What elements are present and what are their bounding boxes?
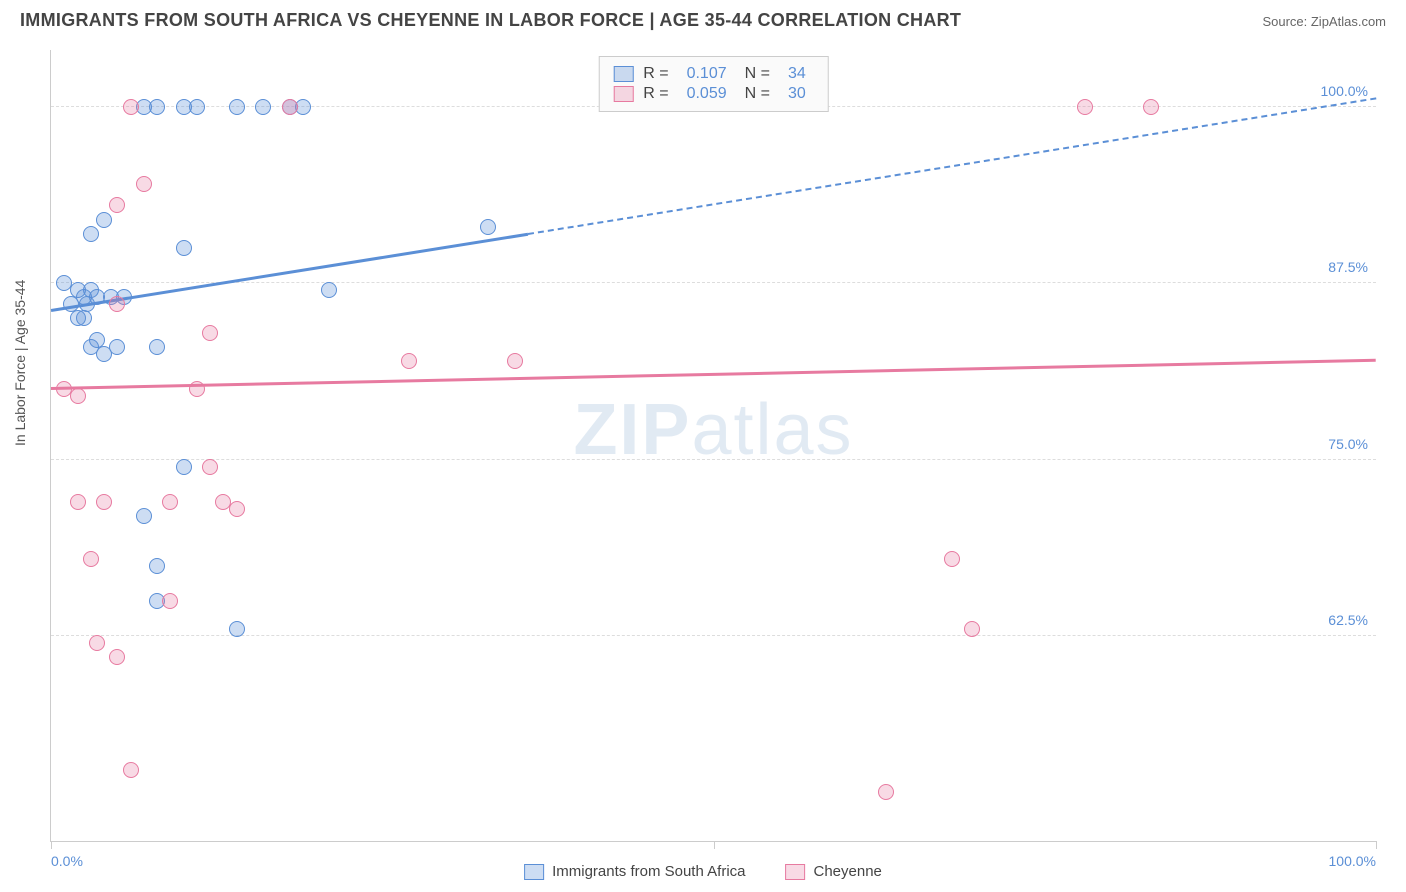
legend-n-value: 34 bbox=[788, 65, 806, 83]
scatter-point-pink bbox=[109, 296, 125, 312]
scatter-point-pink bbox=[123, 762, 139, 778]
scatter-point-blue bbox=[321, 282, 337, 298]
scatter-point-pink bbox=[162, 494, 178, 510]
scatter-point-pink bbox=[136, 176, 152, 192]
scatter-point-pink bbox=[109, 197, 125, 213]
scatter-point-blue bbox=[76, 310, 92, 326]
scatter-point-pink bbox=[162, 593, 178, 609]
scatter-point-pink bbox=[70, 494, 86, 510]
scatter-point-pink bbox=[123, 99, 139, 115]
chart-plot-area: ZIPatlas 62.5%75.0%87.5%100.0%0.0%100.0%… bbox=[50, 50, 1376, 842]
scatter-point-pink bbox=[964, 621, 980, 637]
legend-r-label: R = bbox=[643, 85, 668, 103]
scatter-point-blue bbox=[229, 99, 245, 115]
scatter-point-blue bbox=[109, 339, 125, 355]
legend-item: Immigrants from South Africa bbox=[524, 863, 745, 880]
scatter-point-pink bbox=[202, 459, 218, 475]
scatter-point-blue bbox=[189, 99, 205, 115]
trend-line bbox=[51, 358, 1376, 389]
legend-r-value: 0.107 bbox=[687, 65, 727, 83]
y-tick-label: 87.5% bbox=[1328, 259, 1368, 275]
y-tick-label: 100.0% bbox=[1321, 83, 1368, 99]
chart-title: IMMIGRANTS FROM SOUTH AFRICA VS CHEYENNE… bbox=[20, 10, 961, 31]
scatter-point-pink bbox=[1077, 99, 1093, 115]
legend-item-label: Immigrants from South Africa bbox=[552, 863, 745, 880]
trend-line bbox=[528, 97, 1376, 235]
scatter-point-pink bbox=[202, 325, 218, 341]
scatter-point-blue bbox=[176, 459, 192, 475]
gridline bbox=[51, 282, 1376, 283]
legend-swatch-icon bbox=[613, 86, 633, 102]
legend-row: R = 0.059 N = 30 bbox=[613, 85, 814, 103]
scatter-point-blue bbox=[149, 339, 165, 355]
scatter-point-blue bbox=[83, 226, 99, 242]
gridline bbox=[51, 635, 1376, 636]
scatter-point-blue bbox=[96, 212, 112, 228]
scatter-point-pink bbox=[401, 353, 417, 369]
legend-n-label: N = bbox=[745, 85, 770, 103]
legend-item: Cheyenne bbox=[786, 863, 882, 880]
x-tick bbox=[1376, 841, 1377, 849]
scatter-point-pink bbox=[944, 551, 960, 567]
gridline bbox=[51, 459, 1376, 460]
x-tick bbox=[51, 841, 52, 849]
legend-swatch-icon bbox=[613, 66, 633, 82]
scatter-point-pink bbox=[83, 551, 99, 567]
x-tick bbox=[714, 841, 715, 849]
scatter-point-pink bbox=[229, 501, 245, 517]
x-tick-label: 100.0% bbox=[1329, 853, 1376, 869]
legend-item-label: Cheyenne bbox=[814, 863, 882, 880]
y-axis-title: In Labor Force | Age 35-44 bbox=[12, 280, 28, 446]
x-tick-label: 0.0% bbox=[51, 853, 83, 869]
legend-n-value: 30 bbox=[788, 85, 806, 103]
scatter-point-blue bbox=[229, 621, 245, 637]
scatter-point-pink bbox=[96, 494, 112, 510]
scatter-point-pink bbox=[507, 353, 523, 369]
legend-swatch-icon bbox=[524, 864, 544, 880]
correlation-legend: R = 0.107 N = 34 R = 0.059 N = 30 bbox=[598, 56, 829, 112]
chart-source: Source: ZipAtlas.com bbox=[1262, 14, 1386, 29]
scatter-point-blue bbox=[149, 558, 165, 574]
scatter-point-blue bbox=[136, 508, 152, 524]
scatter-point-blue bbox=[149, 99, 165, 115]
legend-n-label: N = bbox=[745, 65, 770, 83]
y-tick-label: 62.5% bbox=[1328, 612, 1368, 628]
scatter-point-pink bbox=[189, 381, 205, 397]
scatter-point-blue bbox=[255, 99, 271, 115]
scatter-point-pink bbox=[89, 635, 105, 651]
legend-swatch-icon bbox=[786, 864, 806, 880]
x-axis-legend: Immigrants from South Africa Cheyenne bbox=[524, 863, 882, 880]
legend-r-value: 0.059 bbox=[687, 85, 727, 103]
y-tick-label: 75.0% bbox=[1328, 436, 1368, 452]
scatter-point-pink bbox=[282, 99, 298, 115]
scatter-point-blue bbox=[176, 240, 192, 256]
legend-r-label: R = bbox=[643, 65, 668, 83]
scatter-point-pink bbox=[70, 388, 86, 404]
scatter-point-pink bbox=[1143, 99, 1159, 115]
scatter-point-blue bbox=[480, 219, 496, 235]
scatter-point-pink bbox=[878, 784, 894, 800]
scatter-point-pink bbox=[109, 649, 125, 665]
legend-row: R = 0.107 N = 34 bbox=[613, 65, 814, 83]
